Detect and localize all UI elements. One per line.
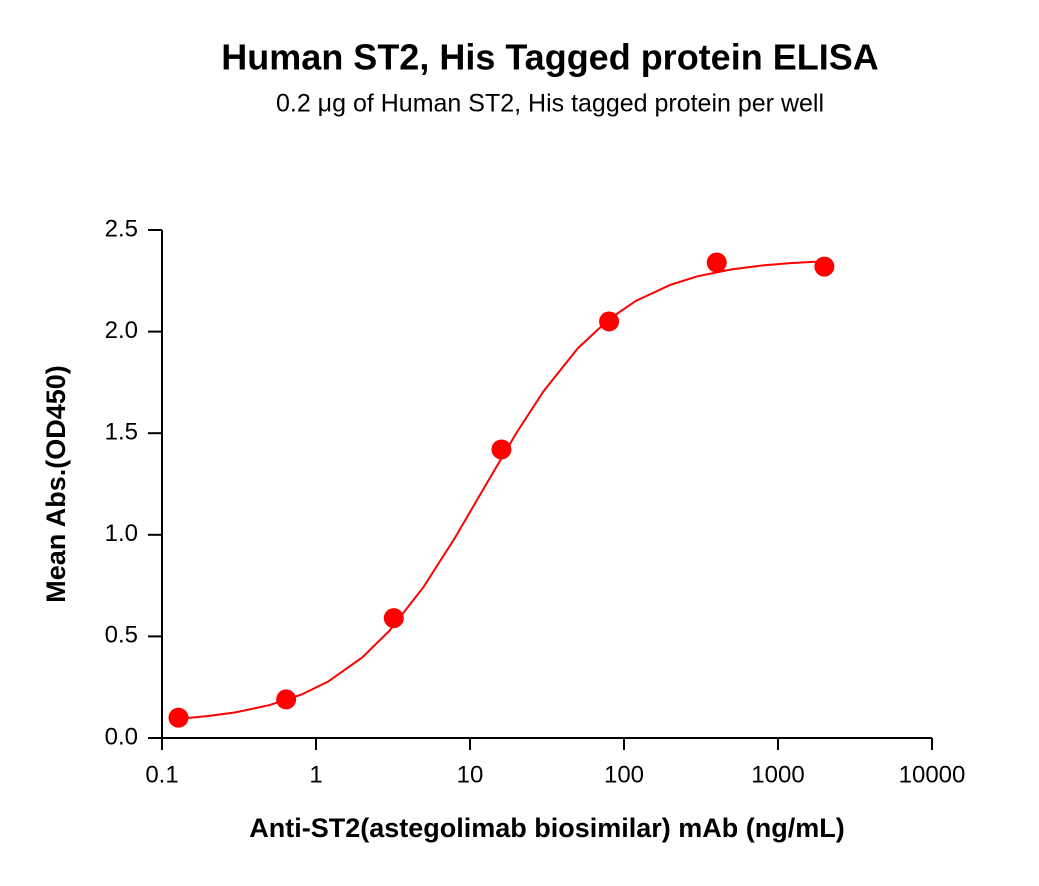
data-point	[276, 689, 297, 710]
chart-subtitle: 0.2 μg of Human ST2, His tagged protein …	[276, 90, 824, 118]
y-tick-label: 2.5	[105, 215, 138, 242]
x-tick-label: 0.1	[145, 761, 178, 788]
fit-curve	[178, 260, 825, 720]
y-tick-label: 1.5	[105, 419, 138, 446]
x-axis-title: Anti-ST2(astegolimab biosimilar) mAb (ng…	[249, 813, 845, 843]
y-tick-label: 2.0	[105, 317, 138, 344]
data-point	[706, 252, 727, 273]
x-tick-label: 10	[457, 761, 484, 788]
data-point	[599, 311, 620, 332]
x-tick-label: 1000	[751, 761, 804, 788]
chart-title: Human ST2, His Tagged protein ELISA	[221, 37, 878, 78]
data-point	[383, 608, 404, 629]
x-tick-label: 10000	[899, 761, 966, 788]
data-point	[168, 707, 189, 728]
x-tick-label: 1	[309, 761, 322, 788]
x-tick-label: 100	[604, 761, 644, 788]
data-point	[491, 439, 512, 460]
y-axis-title: Mean Abs.(OD450)	[41, 365, 71, 603]
y-tick-label: 0.5	[105, 622, 138, 649]
y-tick-label: 0.0	[105, 723, 138, 750]
y-tick-label: 1.0	[105, 520, 138, 547]
data-point	[814, 256, 835, 277]
